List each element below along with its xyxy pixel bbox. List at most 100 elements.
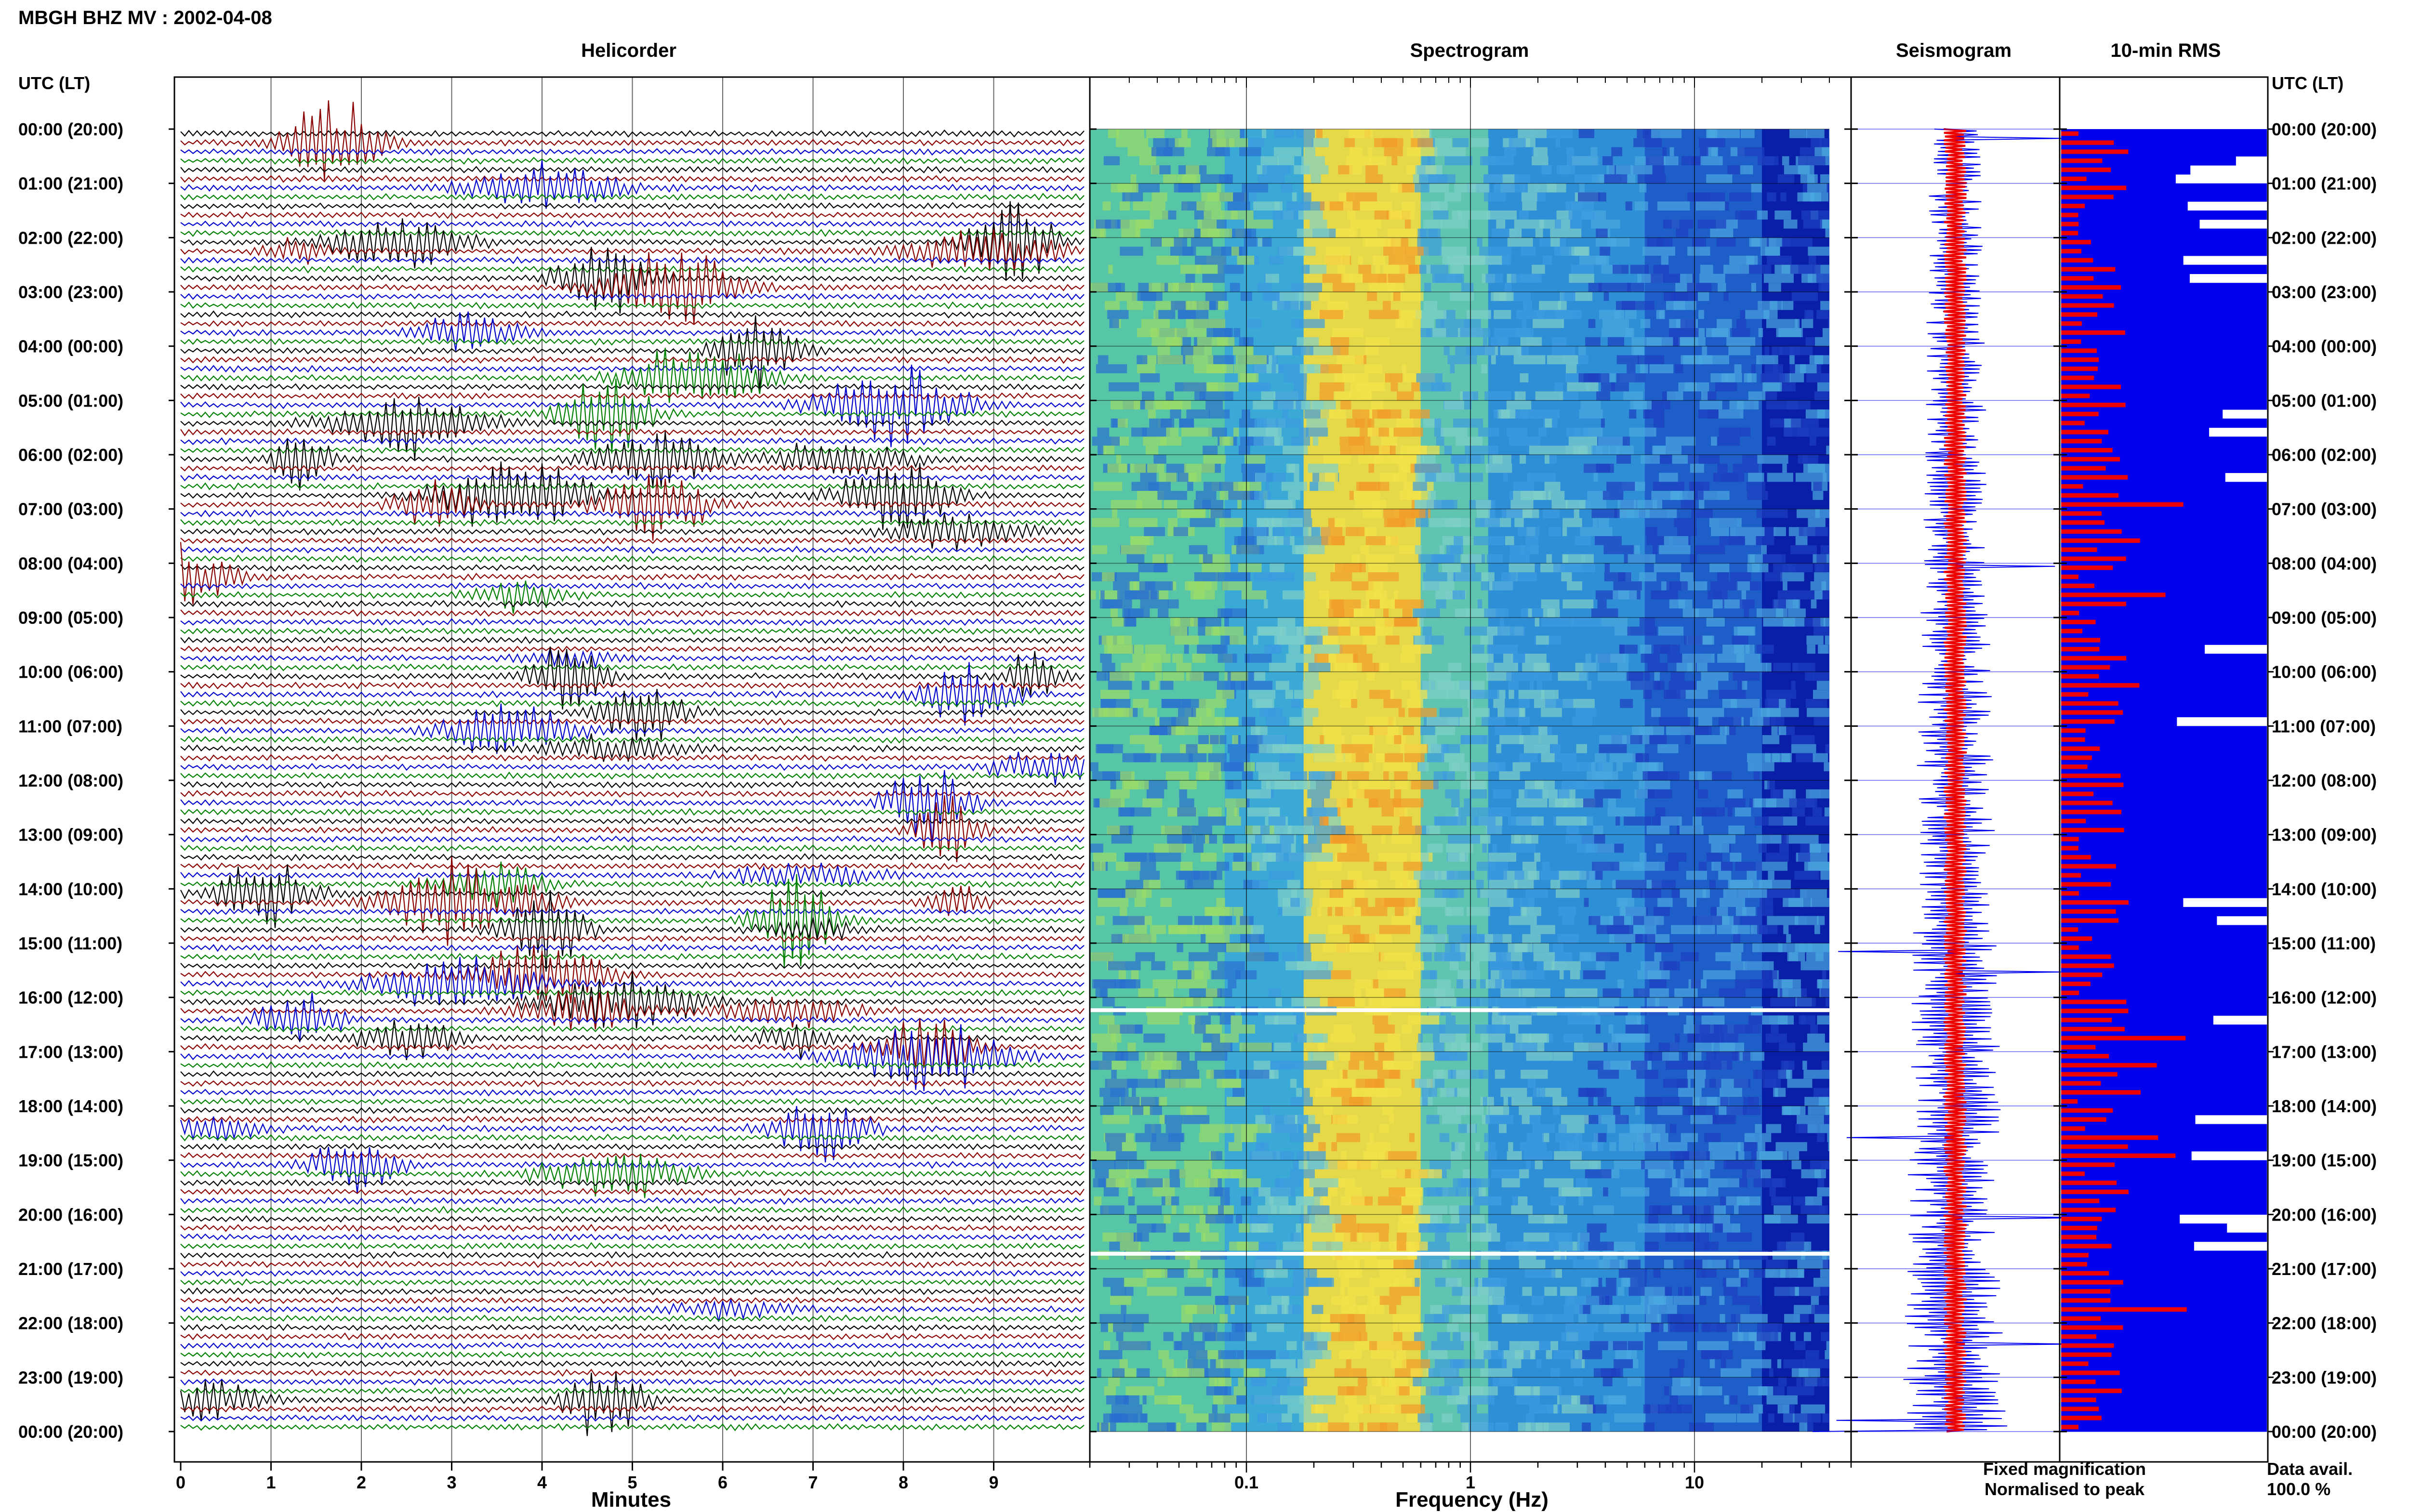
spectrogram-cell <box>1509 138 1526 147</box>
spectrogram-cell <box>1753 1178 1783 1187</box>
spectrogram-cell <box>1360 789 1390 799</box>
spectrogram-cell <box>1095 1169 1109 1179</box>
spectrogram-cell <box>1142 798 1163 808</box>
spectrogram-cell <box>1157 346 1170 355</box>
helicorder-trace <box>180 907 1085 916</box>
spectrogram-cell <box>1218 654 1237 663</box>
spectrogram-cell <box>1440 1088 1455 1097</box>
helicorder-trace <box>180 862 1085 870</box>
spectrogram-cell <box>1131 536 1150 545</box>
spectrogram-cell <box>1813 482 1822 491</box>
spectrogram-cell <box>1277 1422 1292 1432</box>
spectrogram-cell <box>1699 1025 1718 1034</box>
spectrogram-cell <box>1728 346 1750 355</box>
spectrogram-cell <box>1368 572 1399 581</box>
spectrogram-cell <box>1420 934 1447 943</box>
spectrogram-cell <box>1383 264 1409 274</box>
rms-normalised-bar <box>2061 1036 2186 1040</box>
spectrogram-cell <box>1815 509 1829 518</box>
spectrogram-cell <box>1194 572 1219 581</box>
spectrogram-cell <box>1303 138 1313 147</box>
spectrogram-cell <box>1809 843 1829 853</box>
spectrogram-cell <box>1395 599 1424 609</box>
spectrogram-cell <box>1807 183 1828 193</box>
spectrogram-cell <box>1677 527 1697 536</box>
spectrogram-cell <box>1158 988 1174 998</box>
spectrogram-cell <box>1634 789 1648 799</box>
spectrogram-cell <box>1423 952 1432 961</box>
spectrogram-cell <box>1638 174 1666 184</box>
spectrogram-cell <box>1794 1305 1815 1314</box>
spectrogram-cell <box>1096 364 1127 373</box>
spectrogram-cell <box>1774 1205 1791 1215</box>
spectrogram-cell <box>1105 301 1120 310</box>
spectrogram-cell <box>1532 156 1549 166</box>
spectrogram-cell <box>1163 671 1184 681</box>
spectrogram-cell <box>1661 255 1669 265</box>
rms-normalised-bar <box>2061 963 2114 968</box>
spectrogram-cell <box>1571 264 1594 274</box>
figure-title: MBGH BHZ MV : 2002-04-08 <box>18 7 272 28</box>
spectrogram-cell <box>1479 247 1511 256</box>
spectrogram-cell <box>1455 1142 1465 1151</box>
spectrogram-cell <box>1271 1359 1296 1368</box>
spectrogram-cell <box>1765 247 1780 256</box>
spectrogram-panel <box>1090 77 1829 1462</box>
spectrogram-cell <box>1743 1097 1754 1106</box>
spectrogram-cell <box>1184 1287 1211 1296</box>
spectrogram-cell <box>1613 590 1637 600</box>
spectrogram-cell <box>1277 247 1294 256</box>
spectrogram-cell <box>1197 1178 1210 1187</box>
spectrogram-cell <box>1761 545 1767 554</box>
spectrogram-cell <box>1730 572 1751 581</box>
helicorder-trace <box>180 1133 1085 1142</box>
spectrogram-cell <box>1210 1069 1236 1079</box>
spectrogram-cell <box>1565 373 1582 382</box>
spectrogram-cell <box>1702 889 1710 898</box>
spectrogram-cell <box>1707 147 1718 157</box>
spectrogram-gap <box>1090 1008 1829 1012</box>
spectrogram-cell <box>1160 898 1172 907</box>
spectrogram-cell <box>1794 870 1819 880</box>
spectrogram-cell <box>1329 889 1343 898</box>
spectrogram-cell <box>1137 1205 1162 1215</box>
spectrogram-cell <box>1678 382 1697 392</box>
spectrogram-cell <box>1344 1413 1358 1423</box>
spectrogram-cell <box>1733 671 1760 681</box>
rms-normalised-bar <box>2061 701 2118 706</box>
spectrogram-cell <box>1529 1033 1549 1043</box>
spectrogram-cell <box>1126 301 1143 310</box>
rms-fixed-bar <box>2061 156 2236 166</box>
spectrogram-cell <box>1580 156 1592 166</box>
spectrogram-cell <box>1827 183 1829 193</box>
spectrogram-cell <box>1285 690 1293 699</box>
spectrogram-cell <box>1419 264 1449 274</box>
rms-fixed-bar <box>2061 843 2267 853</box>
spectrogram-cell <box>1245 862 1252 871</box>
rms-normalised-bar <box>2061 1009 2129 1013</box>
spectrogram-cell <box>1368 463 1375 473</box>
helicorder-trace <box>180 229 1085 237</box>
spectrogram-cell <box>1754 816 1783 826</box>
spectrogram-cell <box>1443 346 1450 355</box>
spectrogram-cell <box>1096 671 1106 681</box>
spectrogram-cell <box>1483 192 1506 202</box>
spectrogram-cell <box>1467 907 1490 916</box>
spectrogram-cell <box>1468 1187 1482 1196</box>
spectrogram-cell <box>1213 762 1246 772</box>
spectrogram-cell <box>1709 1359 1715 1368</box>
spectrogram-cell <box>1388 1061 1414 1070</box>
helicorder-trace <box>180 319 1085 328</box>
spectrogram-cell <box>1358 264 1372 274</box>
spectrogram-cell <box>1463 1169 1471 1179</box>
spectrogram-cell <box>1216 898 1225 907</box>
spectrogram-cell <box>1691 509 1713 518</box>
spectrogram-cell <box>1777 1359 1782 1368</box>
rms-fixed-bar <box>2061 1377 2267 1387</box>
spectrogram-cell <box>1114 1160 1128 1170</box>
spectrogram-cell <box>1538 427 1547 437</box>
spectrogram-cell <box>1394 789 1402 799</box>
spectrogram-cell <box>1471 1223 1486 1233</box>
spectrogram-cell <box>1389 1115 1394 1124</box>
spectrogram-cell <box>1575 536 1591 545</box>
